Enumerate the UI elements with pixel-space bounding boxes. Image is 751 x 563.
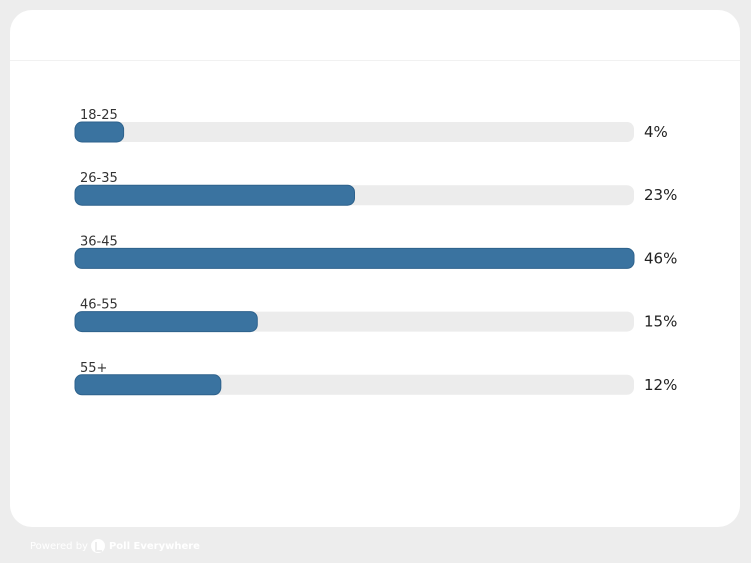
category-label: 55+ [80,361,107,376]
powered-by-label: Powered by [30,540,88,552]
value-label: 4% [644,123,668,141]
category-label: 18-25 [80,108,118,123]
chart-card: 18-25 4% 26-35 23% 36-45 46% 46-55 15% 55+ 12% [10,10,740,527]
category-label: 26-35 [80,171,118,186]
value-label: 12% [644,376,677,394]
bar [74,374,222,396]
category-label: 36-45 [80,234,118,249]
bar [74,121,125,143]
footer: Powered by Poll Everywhere [30,538,200,554]
category-label: 46-55 [80,298,118,313]
poll-everywhere-logo-icon [90,539,105,553]
bar [74,247,635,269]
bar-chart: 18-25 4% 26-35 23% 36-45 46% 46-55 15% 55+ 12% [74,108,677,396]
value-label: 15% [644,313,677,331]
brand-name[interactable]: Poll Everywhere [108,540,200,552]
card-header-divider [10,60,740,61]
bar-track [75,122,634,142]
bar [74,184,355,206]
bar [74,311,258,333]
value-label: 46% [644,249,677,267]
value-label: 23% [644,186,677,204]
